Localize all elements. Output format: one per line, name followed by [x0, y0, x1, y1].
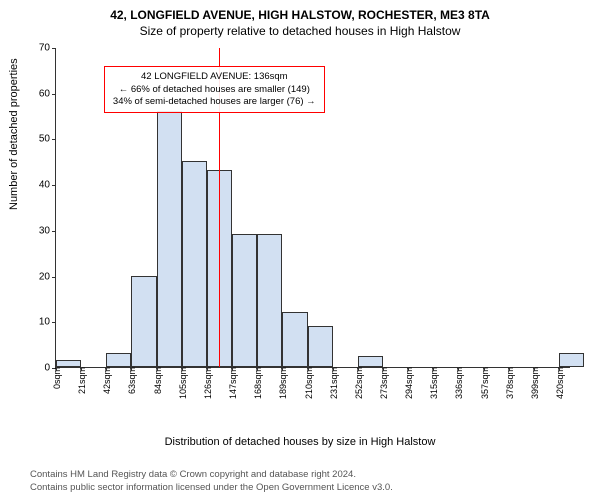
x-tick-mark: [257, 367, 258, 371]
x-tick-mark: [484, 367, 485, 371]
histogram-bar: [157, 111, 182, 367]
attribution-line2: Contains public sector information licen…: [30, 482, 393, 494]
histogram-bar: [308, 326, 333, 367]
annotation-line3: 34% of semi-detached houses are larger (…: [113, 96, 316, 108]
x-tick-label: 126sqm: [201, 367, 213, 399]
y-axis-label: Number of detached properties: [8, 58, 20, 210]
y-tick-mark: [52, 139, 56, 140]
x-tick-label: 273sqm: [377, 367, 389, 399]
x-tick-mark: [282, 367, 283, 371]
histogram-bar: [257, 234, 282, 367]
x-tick-mark: [182, 367, 183, 371]
attribution-line1: Contains HM Land Registry data © Crown c…: [30, 469, 393, 481]
x-tick-label: 357sqm: [478, 367, 490, 399]
x-tick-mark: [559, 367, 560, 371]
x-tick-mark: [207, 367, 208, 371]
x-tick-mark: [131, 367, 132, 371]
histogram-bar: [182, 161, 207, 367]
x-axis-label: Distribution of detached houses by size …: [0, 436, 600, 448]
x-tick-label: 252sqm: [352, 367, 364, 399]
x-tick-label: 168sqm: [251, 367, 263, 399]
x-tick-mark: [333, 367, 334, 371]
x-tick-mark: [56, 367, 57, 371]
chart-title-subtitle: Size of property relative to detached ho…: [0, 24, 600, 38]
annotation-line2: ← 66% of detached houses are smaller (14…: [113, 84, 316, 96]
x-tick-mark: [232, 367, 233, 371]
y-tick-mark: [52, 94, 56, 95]
x-tick-mark: [383, 367, 384, 371]
x-tick-label: 21sqm: [75, 367, 87, 394]
y-tick-mark: [52, 48, 56, 49]
x-tick-mark: [433, 367, 434, 371]
x-tick-label: 105sqm: [176, 367, 188, 399]
annotation-line1: 42 LONGFIELD AVENUE: 136sqm: [113, 71, 316, 83]
x-tick-mark: [308, 367, 309, 371]
x-tick-label: 294sqm: [402, 367, 414, 399]
attribution-text: Contains HM Land Registry data © Crown c…: [30, 469, 393, 494]
x-tick-label: 420sqm: [553, 367, 565, 399]
x-tick-label: 336sqm: [452, 367, 464, 399]
histogram-bar: [282, 312, 307, 367]
histogram-bar: [131, 276, 156, 367]
histogram-bar: [559, 353, 584, 367]
x-tick-label: 189sqm: [276, 367, 288, 399]
y-tick-mark: [52, 277, 56, 278]
histogram-bar: [232, 234, 257, 367]
x-tick-label: 378sqm: [503, 367, 515, 399]
histogram-bar: [56, 360, 81, 367]
x-tick-mark: [534, 367, 535, 371]
x-tick-label: 42sqm: [100, 367, 112, 394]
x-tick-mark: [458, 367, 459, 371]
chart-title-address: 42, LONGFIELD AVENUE, HIGH HALSTOW, ROCH…: [0, 8, 600, 22]
y-tick-mark: [52, 322, 56, 323]
plot-area: 0102030405060700sqm21sqm42sqm63sqm84sqm1…: [55, 48, 570, 368]
x-tick-label: 210sqm: [302, 367, 314, 399]
annotation-box: 42 LONGFIELD AVENUE: 136sqm← 66% of deta…: [104, 66, 325, 113]
y-tick-mark: [52, 185, 56, 186]
histogram-bar: [106, 353, 131, 367]
x-tick-mark: [157, 367, 158, 371]
x-tick-mark: [509, 367, 510, 371]
x-tick-label: 84sqm: [151, 367, 163, 394]
x-tick-mark: [106, 367, 107, 371]
histogram-bar: [358, 356, 383, 367]
x-tick-label: 399sqm: [528, 367, 540, 399]
x-tick-label: 315sqm: [427, 367, 439, 399]
x-tick-mark: [81, 367, 82, 371]
x-tick-label: 63sqm: [125, 367, 137, 394]
x-tick-mark: [408, 367, 409, 371]
y-tick-mark: [52, 231, 56, 232]
x-tick-label: 231sqm: [327, 367, 339, 399]
x-tick-label: 147sqm: [226, 367, 238, 399]
x-tick-mark: [358, 367, 359, 371]
